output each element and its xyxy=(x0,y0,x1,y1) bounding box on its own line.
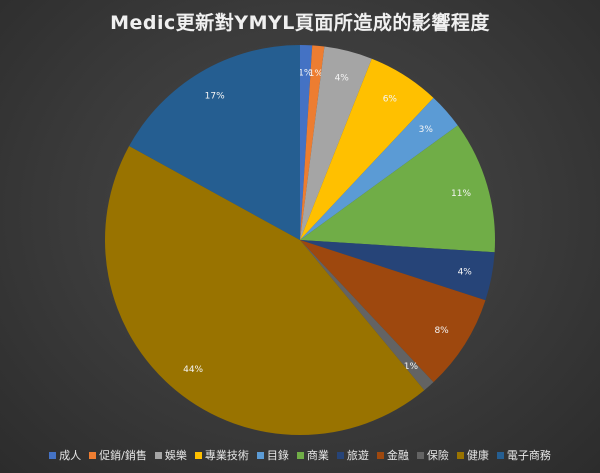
legend-label-6: 旅遊 xyxy=(346,449,369,462)
legend-item-10: 電子商務 xyxy=(496,447,551,463)
slice-label-0: 1% xyxy=(298,68,313,78)
legend-swatch-9 xyxy=(456,451,464,459)
slice-label-7: 8% xyxy=(434,326,449,336)
slice-label-10: 17% xyxy=(205,92,225,102)
legend-swatch-5 xyxy=(296,451,304,459)
legend-swatch-0 xyxy=(49,451,57,459)
slice-label-8: 1% xyxy=(404,362,419,372)
legend-label-2: 娛樂 xyxy=(164,449,187,462)
legend-swatch-3 xyxy=(194,451,202,459)
pie-slice-9 xyxy=(104,146,425,436)
pie-slice-5 xyxy=(300,125,495,253)
slice-label-3: 6% xyxy=(383,94,398,104)
legend-swatch-2 xyxy=(154,451,162,459)
pie-slice-10 xyxy=(129,45,300,240)
legend-label-9: 健康 xyxy=(466,449,489,462)
legend-item-4: 目錄 xyxy=(256,447,289,463)
legend-label-10: 電子商務 xyxy=(506,449,551,462)
legend-item-0: 成人 xyxy=(49,447,81,463)
legend-label-0: 成人 xyxy=(59,449,82,462)
pie-slice-8 xyxy=(300,240,434,391)
legend-label-3: 專業技術 xyxy=(204,449,249,462)
pie-slice-1 xyxy=(300,45,325,240)
legend-swatch-1 xyxy=(89,451,97,459)
slice-label-2: 4% xyxy=(335,74,350,84)
legend-item-8: 保險 xyxy=(416,447,449,463)
slice-label-1: 1% xyxy=(309,69,324,79)
legend-label-1: 促銷/銷售 xyxy=(99,449,147,462)
pie-slice-3 xyxy=(300,58,434,240)
legend-swatch-8 xyxy=(416,451,424,459)
legend-swatch-6 xyxy=(336,451,344,459)
legend-item-2: 娛樂 xyxy=(154,447,187,463)
pie-slice-0 xyxy=(300,45,313,240)
legend-swatch-4 xyxy=(256,451,264,459)
legend-swatch-7 xyxy=(376,451,384,459)
legend-label-7: 金融 xyxy=(386,449,409,462)
chart-legend: 成人 促銷/銷售 娛樂 專業技術 目錄 商業 旅遊 金融 保險 健康 電子商務 xyxy=(0,447,600,463)
legend-label-5: 商業 xyxy=(306,449,329,462)
pie-slice-7 xyxy=(300,240,486,383)
legend-item-1: 促銷/銷售 xyxy=(89,447,147,463)
pie-slice-2 xyxy=(300,46,372,241)
slice-label-6: 4% xyxy=(458,267,473,277)
slice-label-4: 3% xyxy=(419,125,434,135)
legend-item-3: 專業技術 xyxy=(194,447,249,463)
chart-title: Medic更新對YMYL頁面所造成的影響程度 xyxy=(110,12,490,34)
legend-label-8: 保險 xyxy=(426,449,449,462)
legend-item-6: 旅遊 xyxy=(336,447,369,463)
legend-item-5: 商業 xyxy=(296,447,329,463)
legend-item-7: 金融 xyxy=(376,447,409,463)
legend-label-4: 目錄 xyxy=(266,449,289,462)
pie-slice-4 xyxy=(300,97,458,240)
legend-item-9: 健康 xyxy=(456,447,489,463)
slice-label-5: 11% xyxy=(451,189,471,199)
pie-slice-6 xyxy=(300,240,495,301)
legend-swatch-10 xyxy=(496,451,504,459)
slice-label-9: 44% xyxy=(183,365,203,375)
